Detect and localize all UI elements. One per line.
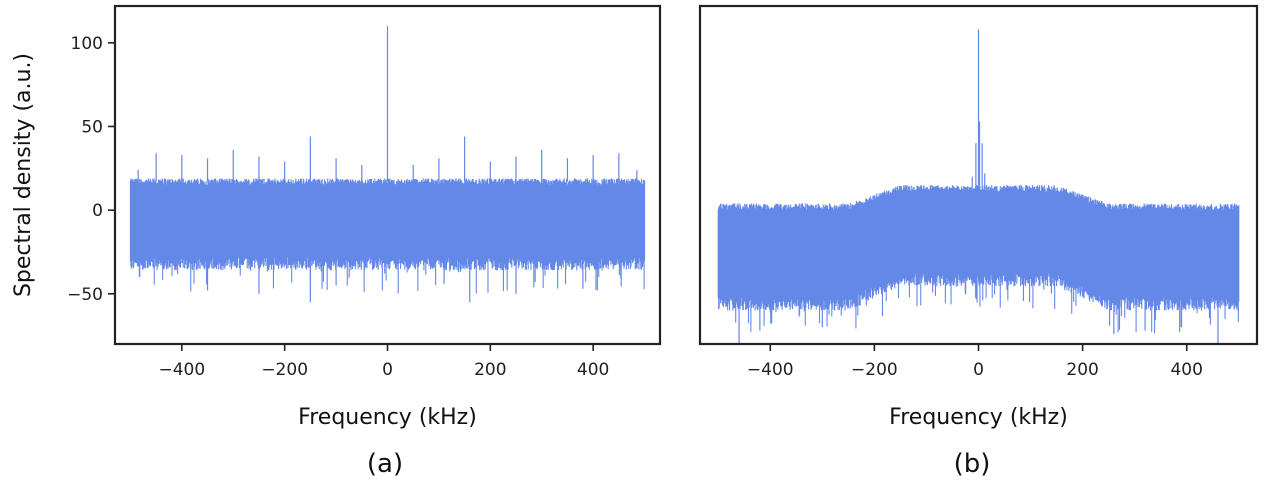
x-tick-label: 0 [973, 360, 984, 380]
y-tick-label: 100 [71, 34, 103, 54]
x-tick-label: −200 [261, 360, 308, 380]
panel-label: (a) [367, 449, 403, 479]
series-trace [129, 26, 646, 303]
y-tick-label: 50 [81, 117, 103, 137]
x-axis-label: Frequency (kHz) [298, 405, 477, 430]
x-tick-label: −200 [851, 360, 898, 380]
x-tick-label: 200 [1066, 360, 1098, 380]
x-tick-label: 0 [382, 360, 393, 380]
x-tick-label: −400 [747, 360, 794, 380]
panel-label: (b) [954, 449, 991, 479]
x-tick-label: 400 [1170, 360, 1202, 380]
panel-a: −400 −200 0 200 400 −50 0 50 100 Frequency (kHz) S… [11, 4, 662, 479]
y-tick-label: 0 [92, 201, 103, 221]
panel-b: −400 −200 0 200 400 Frequency (kHz) (b) [698, 4, 1259, 479]
x-tick-label: −400 [158, 360, 205, 380]
x-tick-label: 400 [577, 360, 609, 380]
x-axis-label: Frequency (kHz) [889, 405, 1068, 430]
y-tick-label: −50 [67, 285, 103, 305]
series-trace [717, 29, 1240, 344]
y-axis-label: Spectral density (a.u.) [11, 53, 36, 297]
x-tick-label: 200 [474, 360, 506, 380]
